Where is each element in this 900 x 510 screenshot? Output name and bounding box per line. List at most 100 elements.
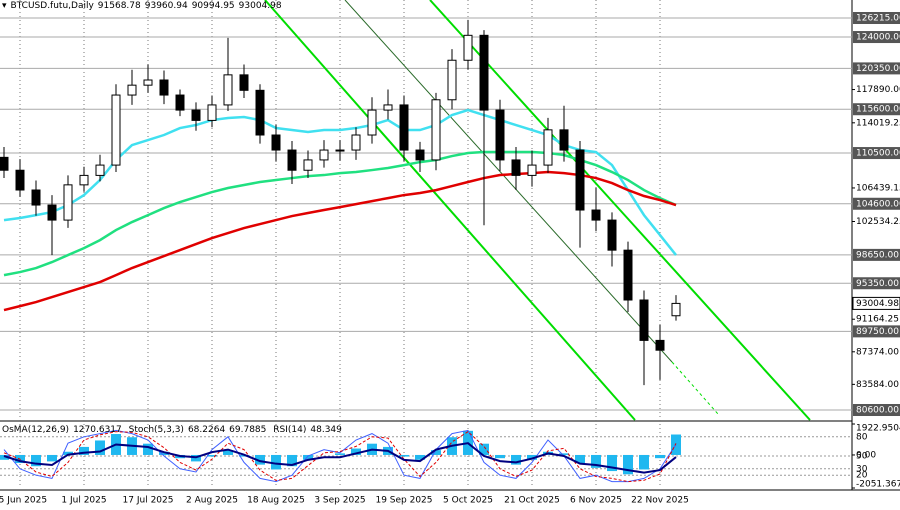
ohlc-high: 93960.94 xyxy=(144,1,188,11)
current-price-label: 93004.98 xyxy=(856,299,899,309)
candle-body xyxy=(287,149,297,171)
x-tick-label: 15 Jun 2025 xyxy=(0,496,47,506)
candle-body xyxy=(271,134,281,151)
candle-body xyxy=(239,74,249,91)
candle-body xyxy=(351,134,361,151)
y-tick-label: 114019.25 xyxy=(856,118,900,128)
y-tick-label: 87374.00 xyxy=(856,347,899,357)
level-label-bg xyxy=(853,62,900,75)
level-label: 89750.00 xyxy=(856,327,899,337)
candle-body xyxy=(559,129,569,151)
y-tick-label: 117890.00 xyxy=(856,85,900,95)
y-tick-label: 1922.9504 xyxy=(856,424,900,434)
osma-bar xyxy=(63,451,73,455)
candle-body xyxy=(399,104,409,151)
level-label: 110500.00 xyxy=(856,149,900,159)
indicator-line xyxy=(3,431,677,483)
y-tick-label: -2051.3672 xyxy=(856,480,900,490)
candle-body xyxy=(415,149,425,161)
x-tick-label: 17 Jul 2025 xyxy=(123,496,174,506)
osma-bar xyxy=(399,454,409,457)
y2-tick-label: 30 xyxy=(856,464,868,474)
candle-body xyxy=(47,204,57,221)
moving-average xyxy=(3,170,677,312)
candle-body xyxy=(543,129,553,166)
x-tick-label: 21 Oct 2025 xyxy=(504,496,560,506)
symbol-title: BTCUSD.futu,Daily xyxy=(10,1,94,11)
candle-body xyxy=(607,219,617,251)
osma-bar xyxy=(207,454,217,457)
osma-bar xyxy=(655,454,665,459)
candle-body xyxy=(79,174,89,186)
osma-bar xyxy=(575,454,585,464)
x-tick-label: 6 Nov 2025 xyxy=(570,496,622,506)
osma-bar xyxy=(607,454,617,472)
stoch-signal: 69.7885 xyxy=(229,425,267,435)
channel-mid-line xyxy=(344,0,673,363)
ohlc-open: 91568.78 xyxy=(97,1,141,11)
candle-body xyxy=(143,79,153,86)
indicator-header: OsMA(12,26,9) 1270.6317 Stoch(5,3,3) 68.22… xyxy=(2,425,346,435)
osma-bar xyxy=(303,454,313,460)
level-label: 80600.00 xyxy=(856,406,899,416)
x-tick-label: 2 Aug 2025 xyxy=(186,496,238,506)
candle-body xyxy=(31,189,41,206)
candle-body xyxy=(223,74,233,106)
candle-body xyxy=(255,89,265,136)
rsi-name: RSI(14) xyxy=(273,425,307,435)
trend-lines xyxy=(264,0,811,421)
level-label: 98650.00 xyxy=(856,250,899,260)
osma-bar xyxy=(335,453,345,455)
level-label: 95350.00 xyxy=(856,279,899,289)
osma-bar xyxy=(639,454,649,470)
osma-bar xyxy=(351,448,361,455)
x-tick-label: 1 Jul 2025 xyxy=(61,496,106,506)
level-label-bg xyxy=(853,31,900,44)
chart-header: ▾ BTCUSD.futu,Daily 91568.78 93960.94 90994.… xyxy=(2,1,286,11)
osma-bar xyxy=(159,451,169,455)
candle-body xyxy=(623,249,633,301)
candle-body xyxy=(111,94,121,166)
level-label: 120350.00 xyxy=(856,64,900,74)
osma-bar xyxy=(511,454,521,465)
level-label: 115600.00 xyxy=(856,105,900,115)
candle-body xyxy=(159,79,169,96)
osma-bar xyxy=(431,450,441,455)
candle-body xyxy=(127,84,137,96)
candle-body xyxy=(639,299,649,341)
osma-name: OsMA(12,26,9) xyxy=(2,425,70,435)
candle-body xyxy=(335,149,345,152)
y2-tick-label: 20 xyxy=(856,471,868,481)
x-tick-label: 3 Sep 2025 xyxy=(314,496,365,506)
osma-value: 1270.6317 xyxy=(73,425,122,435)
osma-bar xyxy=(591,454,601,468)
osma-bar xyxy=(479,443,489,455)
x-tick-label: 19 Sep 2025 xyxy=(375,496,432,506)
osma-bar xyxy=(287,454,297,467)
osma-bar xyxy=(95,440,105,455)
osma-bar xyxy=(223,450,233,455)
indicator-line xyxy=(3,442,677,474)
osma-bar xyxy=(31,454,41,467)
x-tick-label: 22 Nov 2025 xyxy=(631,496,689,506)
x-tick-label: 18 Aug 2025 xyxy=(247,496,305,506)
level-label-bg xyxy=(853,147,900,160)
candle-body xyxy=(495,109,505,161)
candle-body xyxy=(655,339,665,351)
candle-body xyxy=(463,34,473,61)
current-price-bg xyxy=(852,296,900,310)
osma-bar xyxy=(255,454,265,465)
level-label-bg xyxy=(853,103,900,116)
channel-line xyxy=(264,0,636,421)
candle-body xyxy=(303,159,313,171)
ohlc-close: 93004.98 xyxy=(238,1,282,11)
x-tick-label: 5 Oct 2025 xyxy=(443,496,493,506)
candle-body xyxy=(0,156,9,171)
candle-body xyxy=(95,164,105,176)
osma-bar xyxy=(495,454,505,459)
candle-body xyxy=(575,149,585,211)
y-tick-label: 83584.00 xyxy=(856,380,899,390)
osma-bar xyxy=(79,446,89,455)
